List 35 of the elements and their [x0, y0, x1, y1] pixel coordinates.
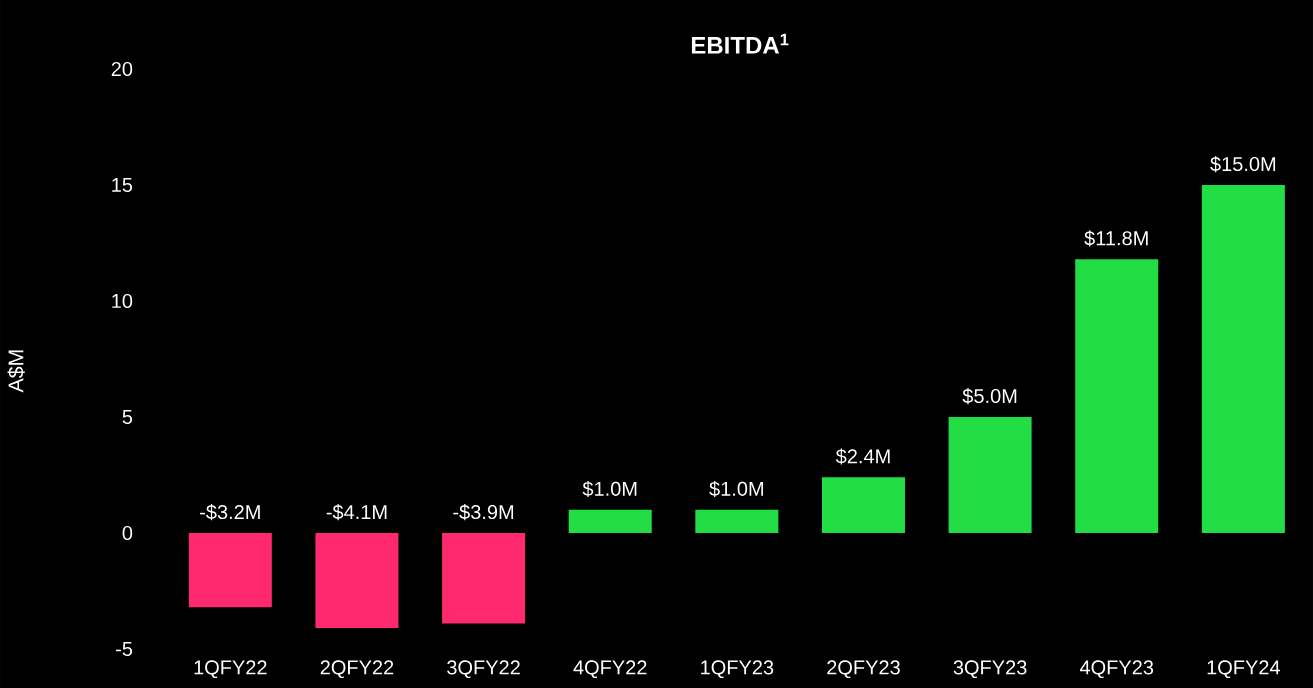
x-tick-label: 2QFY23: [827, 660, 900, 679]
x-tick-label: 2QFY22: [320, 660, 394, 679]
data-label: $15.0M: [1210, 156, 1276, 173]
y-tick-label: 20: [111, 61, 133, 77]
x-tick-label: 1QFY22: [194, 660, 267, 679]
x-tick-label: 1QFY24: [1207, 660, 1281, 679]
y-axis-title: A$M: [7, 350, 25, 393]
y-tick-label: 15: [112, 178, 133, 192]
data-label: -$3.9M: [453, 504, 514, 521]
x-tick-label: 3QFY23: [953, 660, 1027, 679]
bar: [1201, 184, 1285, 533]
y-tick-label: 10: [112, 293, 133, 309]
x-tick-label: 3QFY22: [447, 660, 520, 679]
bar: [1075, 259, 1159, 533]
y-tick-label: 5: [122, 410, 133, 424]
data-label: $5.0M: [962, 388, 1017, 405]
bar: [948, 416, 1032, 533]
x-tick-label: 4QFY23: [1079, 660, 1154, 679]
data-label: -$3.2M: [200, 504, 260, 521]
data-label: -$4.1M: [326, 504, 387, 521]
x-tick-label: 1QFY23: [701, 660, 774, 679]
bar: [821, 477, 905, 533]
x-tick-label: 4QFY22: [573, 660, 647, 679]
data-label: $11.8M: [1084, 230, 1148, 247]
y-tick-label: 0: [122, 525, 133, 541]
data-label: $1.0M: [582, 480, 637, 498]
chart-title: EBITDA$^{1}$: [691, 33, 789, 54]
data-label: $2.4M: [835, 448, 890, 465]
bar: [315, 532, 399, 629]
data-label: $1.0M: [709, 480, 763, 498]
bar: [442, 532, 526, 624]
bar: [188, 532, 272, 608]
bar: [568, 509, 652, 533]
y-tick-label: -5: [116, 642, 133, 656]
bar: [695, 509, 779, 533]
